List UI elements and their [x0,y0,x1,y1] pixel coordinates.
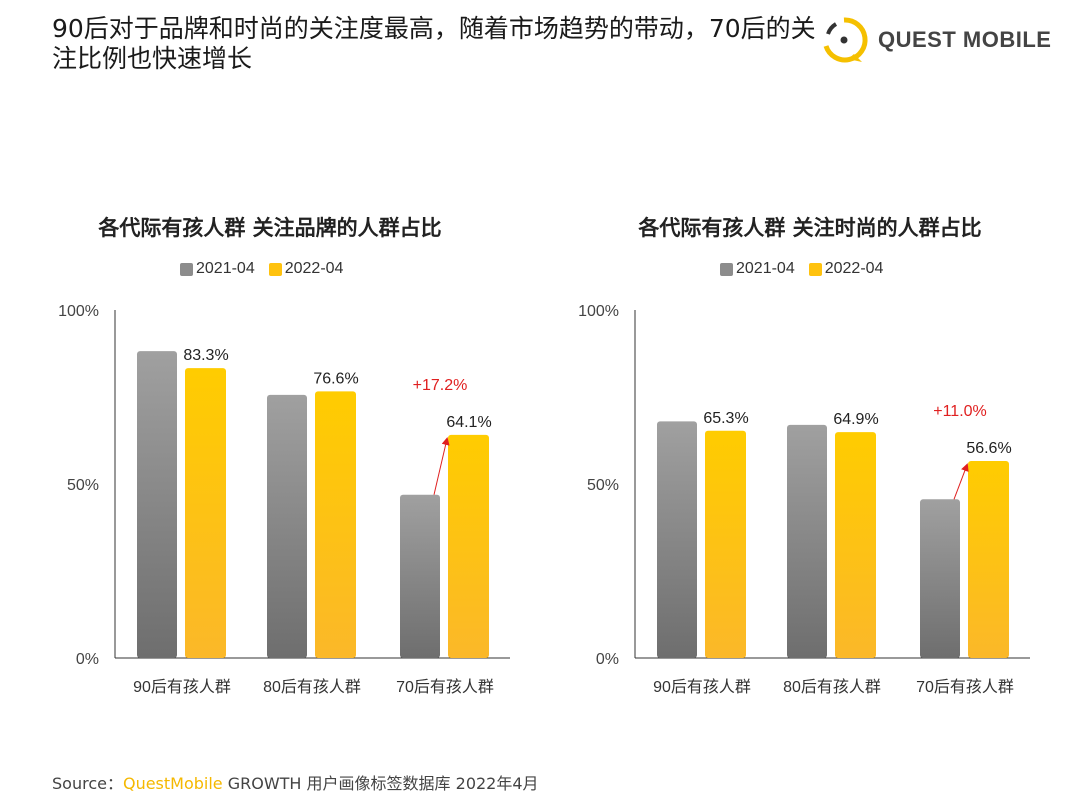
logo-icon [823,17,868,63]
legend-item-2021: 2021-04 [180,260,255,278]
legend-label: 2021-04 [736,260,795,277]
x-tick-label: 80后有孩人群 [263,678,361,696]
y-tick-label: 0% [596,651,619,668]
legend-fashion: 2021-04 2022-04 [720,260,883,278]
legend-swatch [808,262,822,276]
source-note: Source：QuestMobile GROWTH 用户画像标签数据库 2022… [52,770,539,794]
y-tick-label: 50% [67,477,99,494]
data-label: 65.3% [703,410,748,427]
y-tick-label: 0% [76,651,99,668]
x-tick-label: 90后有孩人群 [133,678,231,696]
y-tick-label: 50% [587,477,619,494]
bar-2021-04 [137,351,177,658]
bar-2021-04 [400,494,440,658]
page-title: 90后对于品牌和时尚的关注度最高，随着市场趋势的带动，70后的关注比例也快速增长 [52,14,816,73]
bar-2022-04 [835,432,876,658]
delta-arrow [433,436,450,495]
data-label: 76.6% [313,370,358,387]
legend-item-2021: 2021-04 [720,260,795,278]
source-prefix: Source： [52,774,123,793]
x-tick-label: 70后有孩人群 [396,678,494,696]
quest-mobile-logo: QUEST MOBILE [818,14,1051,66]
legend-item-2022: 2022-04 [268,260,344,278]
legend-label: 2021-04 [196,260,255,277]
chart-title-brand: 各代际有孩人群 关注品牌的人群占比 [98,216,442,240]
x-tick-label: 80后有孩人群 [783,678,881,696]
legend-brand: 2021-04 2022-04 [180,260,343,278]
x-tick-label: 90后有孩人群 [653,678,751,696]
legend-item-2022: 2022-04 [808,260,884,278]
bar-2022-04 [968,461,1009,658]
data-label: 83.3% [183,347,228,364]
bar-2022-04 [705,430,746,658]
y-tick-label: 100% [578,303,619,320]
legend-label: 2022-04 [284,260,344,277]
delta-annotation: +17.2% [413,377,468,394]
legend-label: 2022-04 [824,260,884,277]
bar-2022-04 [315,391,356,658]
data-label: 56.6% [966,440,1011,457]
source-text: GROWTH 用户画像标签数据库 2022年4月 [222,774,539,793]
delta-annotation: +11.0% [933,403,987,420]
bar-2022-04 [185,368,226,658]
source-brand: QuestMobile [122,774,223,793]
x-tick-label: 70后有孩人群 [916,678,1014,696]
bar-2021-04 [657,421,697,658]
data-label: 64.1% [446,414,491,431]
legend-swatch [268,262,282,276]
delta-arrow [953,463,969,500]
legend-swatch [180,262,193,276]
y-tick-label: 100% [58,303,99,320]
logo-text: QUEST MOBILE [878,27,1052,52]
bar-2022-04 [448,434,489,658]
legend-swatch [720,262,733,276]
bar-2021-04 [787,424,827,658]
bar-2021-04 [267,394,307,658]
bar-2021-04 [920,499,960,658]
chart-title-fashion: 各代际有孩人群 关注时尚的人群占比 [638,216,982,240]
data-label: 64.9% [833,411,878,428]
